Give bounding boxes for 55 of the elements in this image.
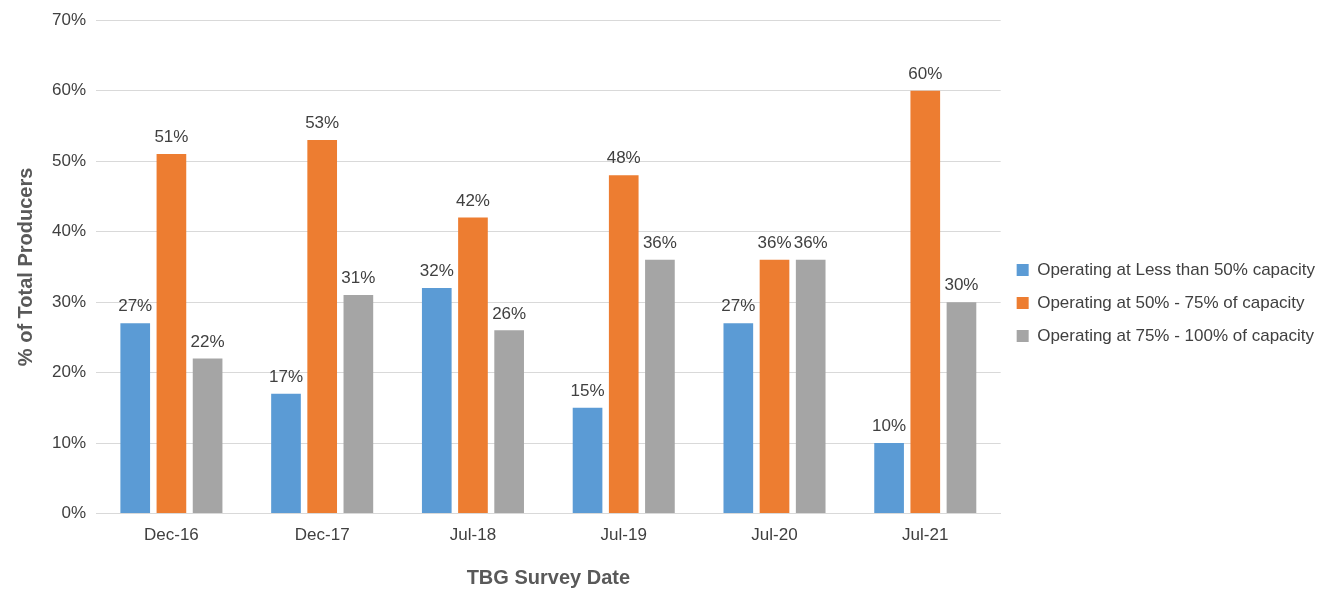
data-label: 30% [944,275,979,295]
data-label: 32% [419,261,454,281]
y-tick-label: 50% [51,150,87,170]
data-label: 36% [757,233,792,253]
x-tick-label: Jul-21 [902,525,949,545]
bar [759,259,790,514]
bar [795,259,826,514]
data-label: 36% [642,233,677,253]
bar [458,217,488,514]
data-label: 51% [154,127,189,147]
data-label: 36% [793,233,828,253]
bar [307,140,338,514]
y-tick-label: 0% [61,503,87,523]
y-tick-label: 10% [51,432,87,452]
bar [946,302,977,514]
bar [343,295,374,514]
bar [120,323,151,514]
legend-label: Operating at Less than 50% capacity [1037,259,1316,279]
x-tick-label: Jul-19 [600,525,647,545]
data-label: 31% [341,268,376,288]
data-label: 42% [455,190,490,210]
bar [645,259,675,514]
data-label: 15% [570,381,605,401]
x-tick-label: Dec-16 [144,525,199,545]
data-label: 26% [492,303,527,323]
legend-label: Operating at 75% - 100% of capacity [1037,325,1315,345]
bar [156,154,187,514]
data-label: 22% [190,331,225,351]
bar [572,407,603,514]
data-label: 27% [721,296,756,316]
y-tick-label: 30% [51,291,87,311]
bar [421,288,452,514]
data-label: 17% [268,366,304,386]
bar [910,90,941,514]
bar [494,330,524,514]
data-label: 53% [305,113,340,133]
y-tick-label: 40% [51,221,87,241]
y-tick-label: 20% [51,362,87,382]
bar [271,393,301,514]
data-label: 10% [872,416,907,436]
x-tick-label: Jul-20 [751,525,798,545]
data-label: 27% [118,296,153,316]
data-label: 48% [606,148,641,168]
y-tick-label: 70% [51,9,87,29]
x-tick-label: Dec-17 [294,525,350,545]
legend-label: Operating at 50% - 75% of capacity [1037,292,1306,312]
y-tick-label: 60% [51,80,87,100]
bar [608,175,639,514]
bar [192,358,223,514]
y-axis-title: % of Total Producers [13,167,36,367]
bar [874,443,904,514]
data-label: 60% [908,63,943,83]
x-tick-label: Jul-18 [449,525,497,545]
x-axis-title: TBG Survey Date [466,565,631,588]
bar [723,323,754,514]
